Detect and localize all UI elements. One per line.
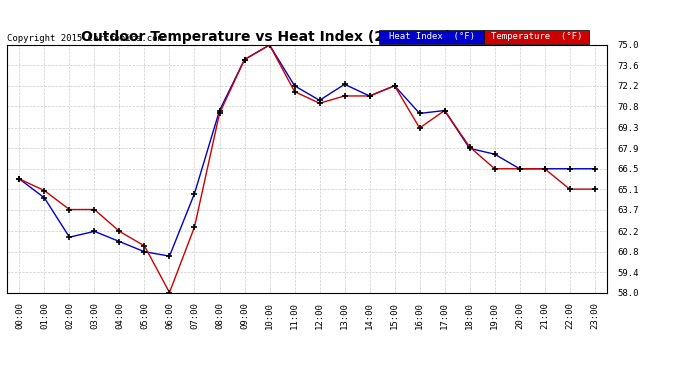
FancyBboxPatch shape — [379, 30, 484, 44]
FancyBboxPatch shape — [484, 30, 589, 44]
Text: Temperature  (°F): Temperature (°F) — [491, 33, 582, 42]
Title: Outdoor Temperature vs Heat Index (24 Hours) 20150805: Outdoor Temperature vs Heat Index (24 Ho… — [81, 30, 533, 44]
Text: Copyright 2015 Cartronics.com: Copyright 2015 Cartronics.com — [7, 33, 163, 42]
Text: Heat Index  (°F): Heat Index (°F) — [388, 33, 475, 42]
